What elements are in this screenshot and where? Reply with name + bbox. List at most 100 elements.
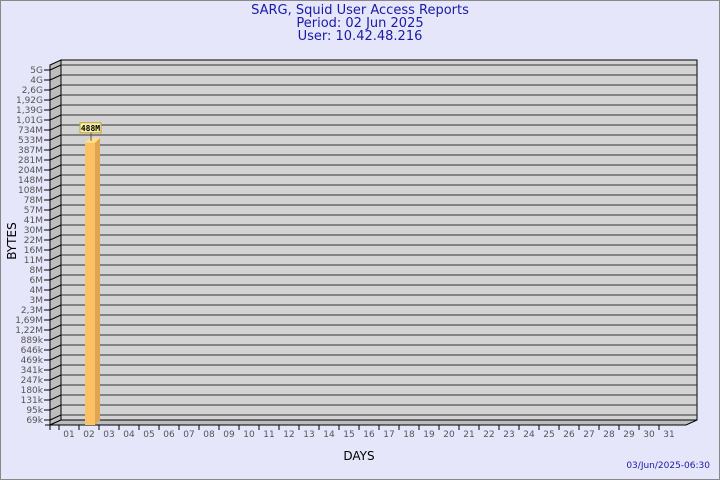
y-tick-diagonal (49, 74, 62, 81)
bar-label-box (79, 122, 102, 134)
y-tick-label: 6M (30, 276, 44, 286)
y-tick-diagonal (49, 184, 62, 191)
y-tick-diagonal (49, 364, 62, 371)
y-tick-label: 341k (21, 366, 44, 376)
y-tick-label: 1,92G (16, 96, 43, 106)
y-tick-diagonal (49, 264, 62, 271)
y-tick-diagonal (49, 194, 62, 201)
x-tick-label: 15 (343, 430, 354, 440)
y-tick-label: 469k (21, 356, 44, 366)
y-tick-diagonal (49, 234, 62, 241)
y-tick-diagonal (49, 344, 62, 351)
y-tick-label: 69k (26, 416, 43, 426)
y-tick-label: 1,01G (16, 116, 43, 126)
y-tick-label: 5G (30, 66, 43, 76)
y-tick-label: 387M (18, 146, 43, 156)
y-tick-diagonal (49, 274, 62, 281)
y-tick-diagonal (49, 314, 62, 321)
x-tick-label: 14 (323, 430, 335, 440)
y-tick-diagonal (49, 84, 62, 91)
y-tick-diagonal (49, 94, 62, 101)
x-tick-label: 31 (663, 430, 674, 440)
y-tick-label: 41M (24, 216, 43, 226)
x-tick-label: 01 (63, 430, 74, 440)
y-tick-diagonal (49, 414, 62, 421)
y-tick-label: 8M (30, 266, 44, 276)
y-tick-diagonal (49, 304, 62, 311)
y-tick-diagonal (49, 324, 62, 331)
y-tick-label: 533M (18, 136, 43, 146)
y-tick-label: 95k (26, 406, 43, 416)
y-tick-diagonal (49, 64, 62, 71)
x-tick-label: 21 (463, 430, 474, 440)
y-tick-label: 2,3M (21, 306, 43, 316)
y-tick-diagonal (49, 204, 62, 211)
x-tick-label: 26 (563, 430, 575, 440)
y-tick-label: 247k (21, 376, 44, 386)
plot-floor (49, 419, 698, 426)
y-tick-label: 889k (21, 336, 44, 346)
y-tick-diagonal (49, 164, 62, 171)
y-tick-diagonal (49, 124, 62, 131)
x-axis-label: DAYS (343, 449, 374, 463)
y-tick-diagonal (49, 394, 62, 401)
x-tick-label: 24 (523, 430, 535, 440)
x-tick-label: 23 (503, 430, 514, 440)
y-tick-label: 4G (30, 76, 43, 86)
y-tick-label: 204M (18, 166, 43, 176)
y-tick-diagonal (49, 254, 62, 261)
x-tick-label: 28 (603, 430, 615, 440)
y-tick-label: 131k (21, 396, 44, 406)
y-tick-label: 734M (18, 126, 43, 136)
bar-front (85, 142, 95, 425)
x-tick-label: 25 (543, 430, 554, 440)
y-tick-label: 108M (18, 186, 43, 196)
y-tick-label: 1,22M (15, 326, 43, 336)
y-tick-label: 281M (18, 156, 43, 166)
y-axis-label: BYTES (5, 222, 19, 259)
y-tick-diagonal (49, 384, 62, 391)
y-tick-diagonal (49, 404, 62, 411)
x-tick-label: 18 (403, 430, 415, 440)
x-tick-label: 22 (483, 430, 494, 440)
x-tick-label: 04 (123, 430, 135, 440)
plot-side-wall (49, 59, 62, 426)
chart-user: User: 10.42.48.216 (297, 29, 423, 44)
y-tick-diagonal (49, 224, 62, 231)
y-tick-diagonal (49, 354, 62, 361)
y-tick-label: 1,39G (16, 106, 43, 116)
y-tick-diagonal (49, 294, 62, 301)
x-tick-label: 17 (383, 430, 394, 440)
y-tick-label: 1,69M (15, 316, 43, 326)
y-tick-label: 22M (24, 236, 43, 246)
y-tick-diagonal (49, 334, 62, 341)
x-tick-label: 10 (243, 430, 255, 440)
y-tick-label: 30M (24, 226, 43, 236)
y-tick-label: 4M (30, 286, 44, 296)
y-tick-diagonal (49, 114, 62, 121)
y-tick-label: 57M (24, 206, 43, 216)
x-tick-label: 06 (163, 430, 175, 440)
generated-timestamp: 03/Jun/2025-06:30 (626, 461, 710, 471)
y-tick-label: 3M (30, 296, 44, 306)
y-tick-label: 180k (21, 386, 44, 396)
x-tick-label: 16 (363, 430, 375, 440)
y-tick-diagonal (49, 284, 62, 291)
y-tick-diagonal (49, 134, 62, 141)
bar-top (85, 137, 100, 143)
y-tick-diagonal (49, 154, 62, 161)
y-tick-label: 11M (24, 256, 43, 266)
chart-period: Period: 02 Jun 2025 (296, 16, 424, 31)
x-tick-label: 30 (643, 430, 655, 440)
y-tick-label: 646k (21, 346, 44, 356)
x-tick-label: 13 (303, 430, 314, 440)
y-tick-label: 2,6G (22, 86, 43, 96)
x-tick-label: 29 (623, 430, 635, 440)
y-tick-diagonal (49, 104, 62, 111)
y-tick-diagonal (49, 374, 62, 381)
x-tick-label: 11 (263, 430, 274, 440)
y-tick-diagonal (49, 214, 62, 221)
chart-title: SARG, Squid User Access Reports (251, 3, 469, 18)
bar-side (95, 137, 100, 425)
